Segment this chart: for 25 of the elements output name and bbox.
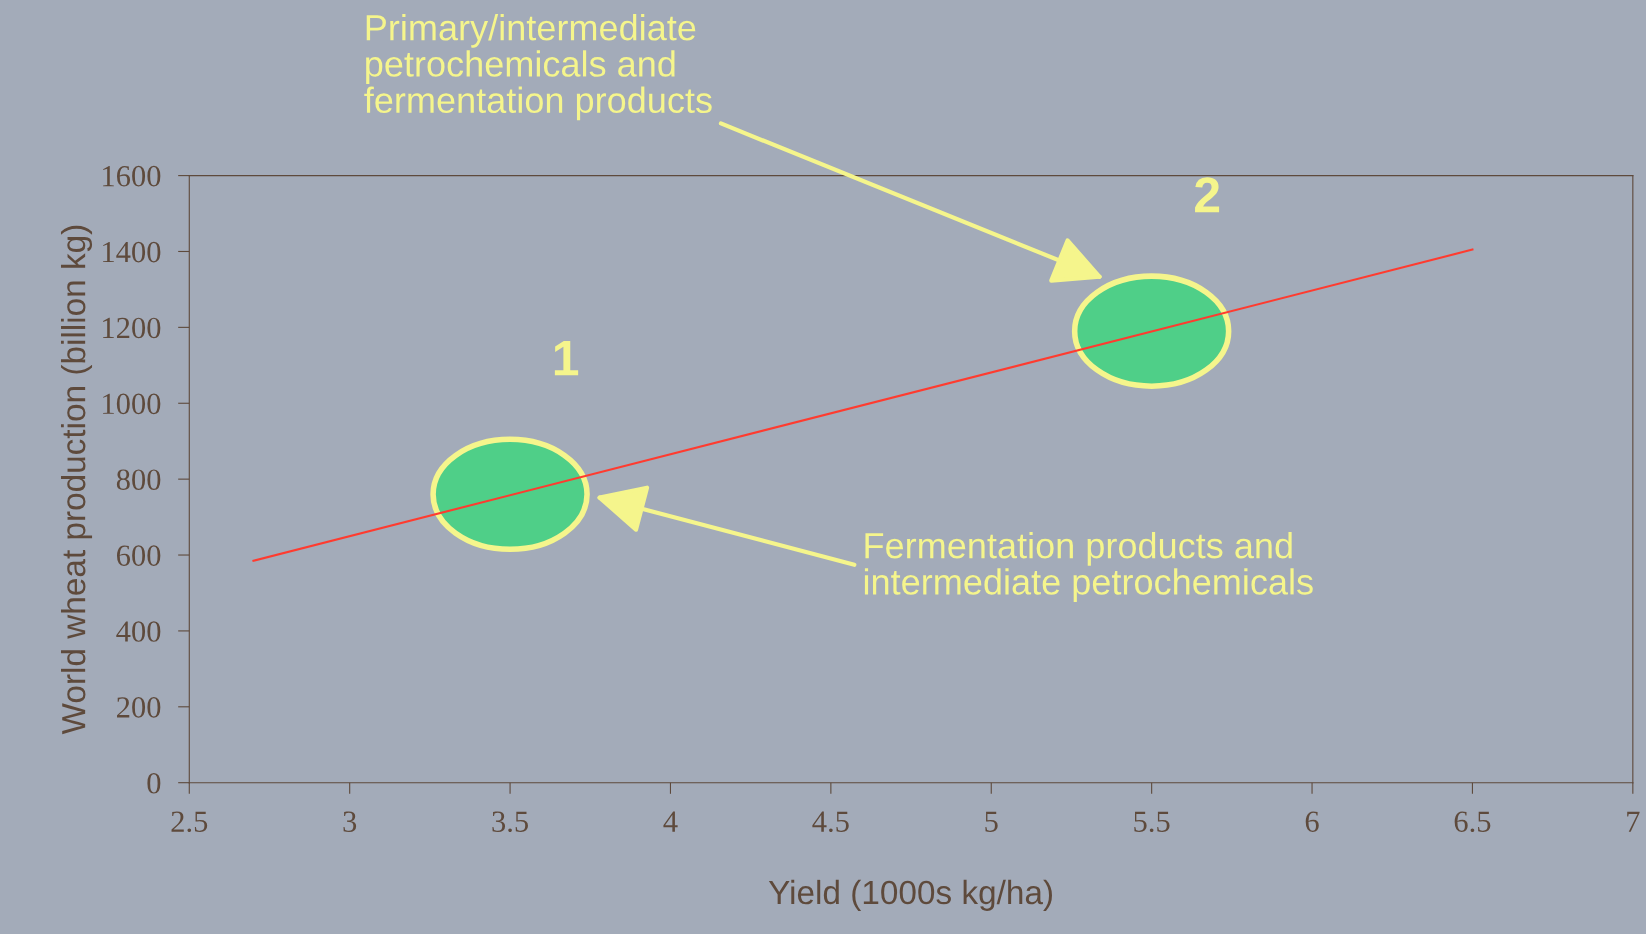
x-tick-label: 2.5 [171,811,208,833]
y-tick-label: 0 [147,772,161,794]
x-tick-label: 4 [663,811,678,832]
x-tick-label: 6 [1305,811,1319,832]
annotation: Fermentation products and intermediate petrochemicals [864,531,1313,602]
x-tick-label: 4.5 [812,811,849,833]
y-tick-label: 200 [117,697,161,718]
y-tick-label: 400 [116,621,161,642]
x-tick-label: 3 [343,811,357,832]
x-tick-label: 6.5 [1454,811,1491,833]
x-tick-label: 7 [1627,811,1640,832]
x-tick-label: 5.5 [1134,811,1170,833]
y-tick-label: 1200 [103,317,161,339]
annotation: 1 [554,340,579,376]
y-tick-label: 600 [116,545,161,566]
x-tick-label: 3.5 [492,811,528,833]
y-axis-title: World wheat production (billion kg) [60,225,93,735]
annotation: 2 [1195,177,1220,213]
text: Primary/intermediate petrochemicals and fermentation products [364,14,712,121]
y-tick-label: 1000 [103,393,161,415]
y-tick-label: 1400 [103,241,161,263]
x-axis-title: Yield (1000s kg/ha) [768,879,1052,911]
y-tick-label: 1600 [103,165,161,187]
x-tick-label: 5 [985,811,998,832]
y-tick-label: 800 [116,469,161,491]
